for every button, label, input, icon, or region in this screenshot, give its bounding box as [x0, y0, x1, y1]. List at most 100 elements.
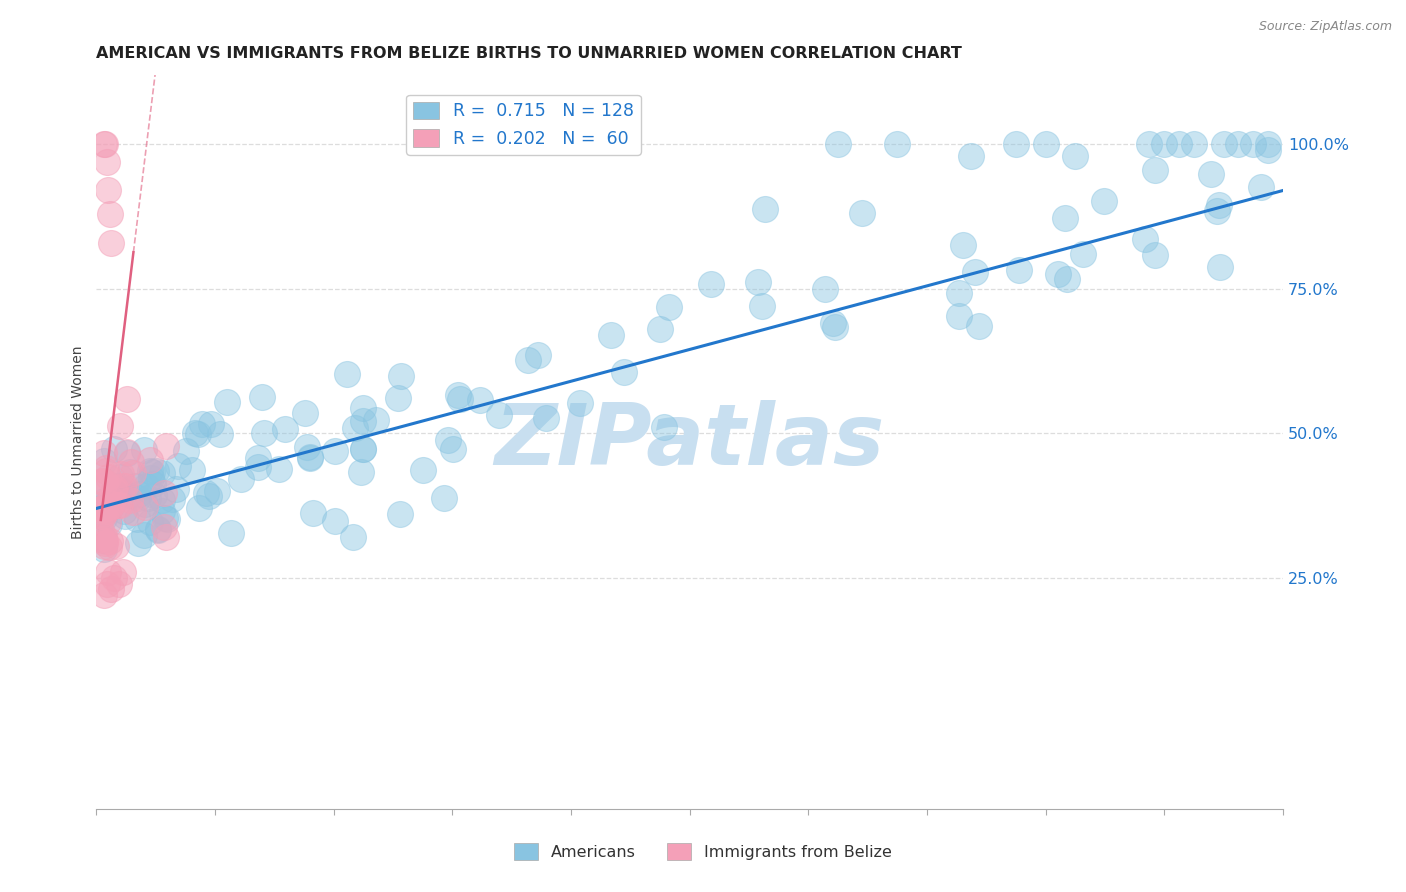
Point: [167, 458, 190, 473]
Point: [886, 137, 908, 152]
Point: [821, 316, 844, 330]
Point: [336, 368, 359, 382]
Point: [247, 451, 270, 466]
Point: [148, 523, 170, 537]
Point: [98, 206, 121, 220]
Point: [247, 459, 270, 474]
Point: [952, 238, 974, 252]
Point: [298, 450, 321, 465]
Point: [155, 439, 177, 453]
Point: [824, 320, 846, 334]
Point: [94, 536, 117, 550]
Point: [1208, 198, 1230, 212]
Point: [152, 519, 174, 533]
Point: [960, 149, 983, 163]
Point: [1201, 167, 1223, 181]
Point: [215, 394, 238, 409]
Point: [1143, 247, 1166, 261]
Point: [1227, 137, 1250, 152]
Legend: R =  0.715   N = 128, R =  0.202   N =  60: R = 0.715 N = 128, R = 0.202 N = 60: [406, 95, 641, 154]
Point: [1241, 137, 1264, 152]
Point: [93, 508, 115, 522]
Point: [112, 565, 135, 579]
Point: [141, 465, 163, 479]
Point: [93, 539, 115, 553]
Point: [97, 470, 120, 484]
Point: [184, 426, 207, 441]
Point: [135, 478, 157, 492]
Point: [186, 426, 208, 441]
Point: [101, 498, 124, 512]
Point: [93, 529, 115, 543]
Point: [127, 491, 149, 505]
Point: [132, 528, 155, 542]
Point: [253, 425, 276, 440]
Point: [94, 137, 117, 152]
Point: [747, 275, 769, 289]
Point: [600, 328, 623, 343]
Point: [180, 463, 202, 477]
Point: [115, 444, 138, 458]
Point: [389, 368, 412, 383]
Point: [91, 509, 114, 524]
Point: [1046, 267, 1069, 281]
Point: [323, 443, 346, 458]
Point: [139, 471, 162, 485]
Point: [754, 202, 776, 216]
Point: [449, 392, 471, 406]
Point: [650, 321, 672, 335]
Point: [1073, 247, 1095, 261]
Point: [122, 466, 145, 480]
Point: [128, 486, 150, 500]
Point: [94, 499, 117, 513]
Point: [1056, 272, 1078, 286]
Point: [97, 516, 120, 530]
Point: [813, 282, 835, 296]
Point: [143, 488, 166, 502]
Point: [1133, 232, 1156, 246]
Point: [1064, 149, 1087, 163]
Point: [389, 507, 412, 521]
Point: [90, 523, 112, 537]
Point: [145, 464, 167, 478]
Point: [93, 453, 115, 467]
Point: [657, 300, 679, 314]
Point: [94, 475, 117, 489]
Point: [299, 450, 322, 465]
Point: [152, 504, 174, 518]
Point: [91, 533, 114, 547]
Point: [851, 206, 873, 220]
Point: [534, 411, 557, 425]
Point: [91, 500, 114, 515]
Point: [195, 485, 218, 500]
Point: [139, 515, 162, 529]
Point: [94, 503, 117, 517]
Point: [250, 390, 273, 404]
Point: [208, 427, 231, 442]
Point: [93, 137, 115, 152]
Point: [160, 491, 183, 506]
Point: [91, 497, 114, 511]
Point: [93, 479, 115, 493]
Point: [231, 472, 253, 486]
Point: [98, 540, 121, 554]
Point: [1008, 263, 1031, 277]
Point: [93, 541, 115, 556]
Y-axis label: Births to Unmarried Women: Births to Unmarried Women: [72, 345, 86, 539]
Point: [1094, 194, 1116, 208]
Point: [100, 582, 122, 597]
Point: [294, 406, 316, 420]
Point: [98, 491, 121, 505]
Point: [150, 466, 173, 480]
Point: [104, 481, 127, 495]
Point: [96, 461, 118, 475]
Point: [1168, 137, 1191, 152]
Point: [93, 502, 115, 516]
Legend: Americans, Immigrants from Belize: Americans, Immigrants from Belize: [508, 837, 898, 866]
Point: [198, 489, 221, 503]
Point: [343, 421, 366, 435]
Point: [107, 576, 129, 591]
Point: [127, 536, 149, 550]
Point: [364, 413, 387, 427]
Point: [108, 418, 131, 433]
